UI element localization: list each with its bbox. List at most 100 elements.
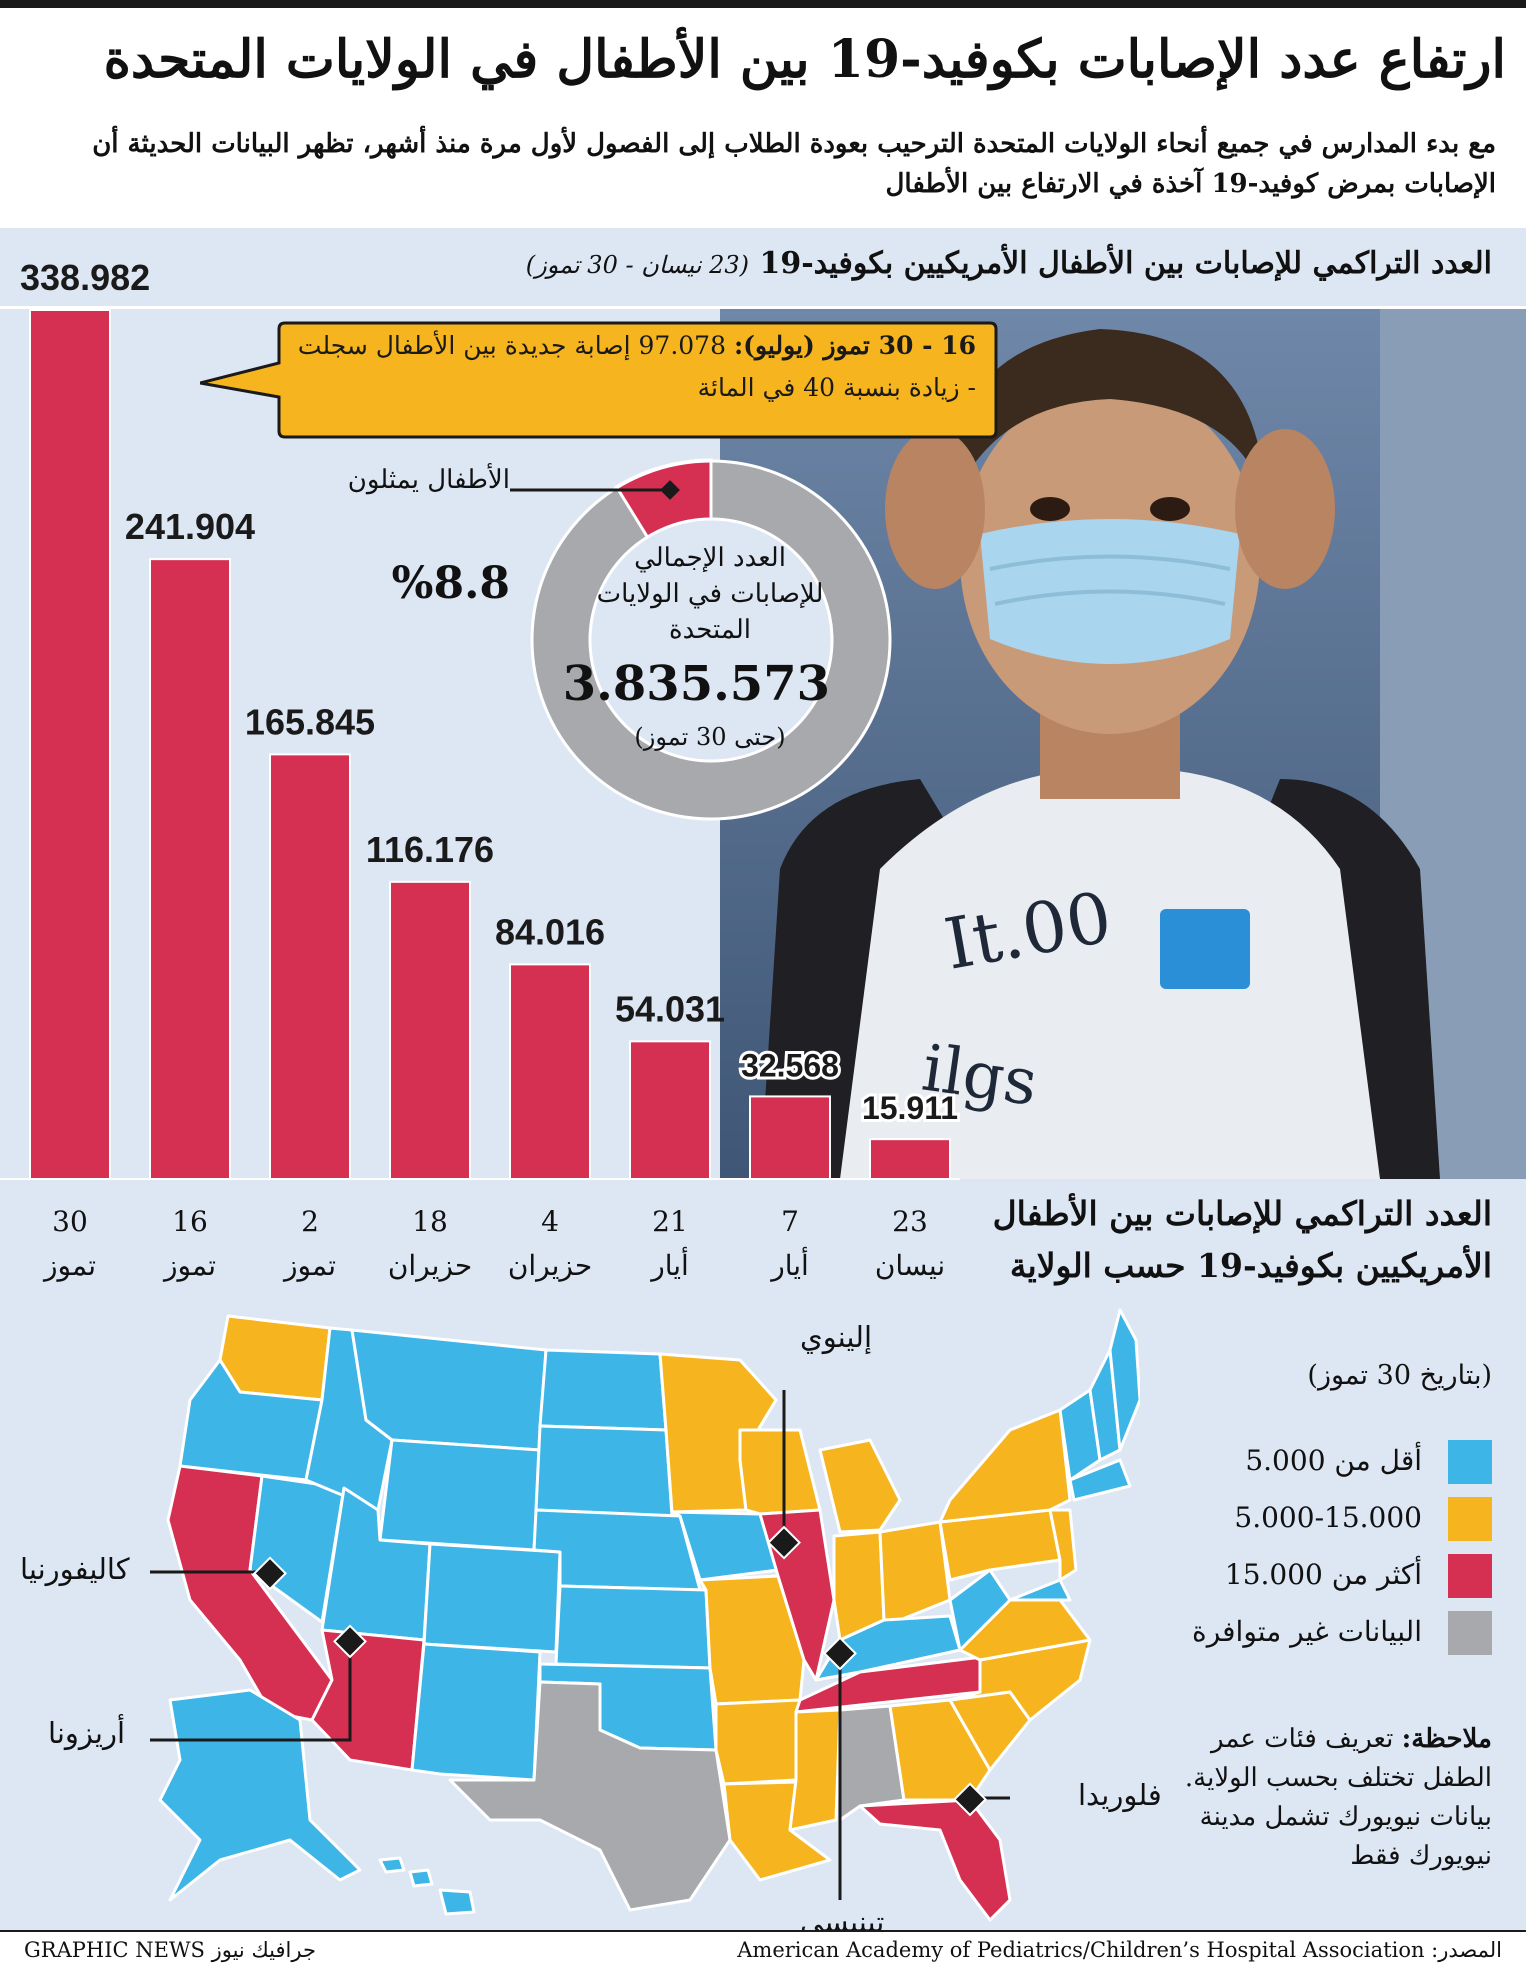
- bar-value-label-6: 32.568: [741, 1047, 839, 1083]
- label-arizona: أريزونا: [48, 1716, 126, 1750]
- state-wisconsin: [738, 1428, 822, 1516]
- callout-text: 16 - 30 تموز (يوليو): 97.078 إصابة جديدة…: [286, 325, 976, 409]
- bar-6: [749, 1095, 831, 1180]
- x-tick-label-5: 21 أيار: [615, 1200, 725, 1288]
- x-tick-label-4: 4 حزيران: [495, 1200, 605, 1288]
- label-florida: فلوريدا: [1078, 1778, 1162, 1812]
- x-tick-line: تموز: [164, 1249, 216, 1282]
- source-label: المصدر:: [1431, 1938, 1502, 1962]
- bar-value-label-5: 54.031: [615, 988, 725, 1029]
- state-north-dakota: [538, 1348, 668, 1432]
- x-tick-label-1: 16 تموز: [135, 1200, 245, 1288]
- x-tick-line: 16: [172, 1205, 208, 1238]
- legend-item-high: أكثر من 15.000: [1112, 1554, 1492, 1598]
- state-texas: [448, 1680, 732, 1912]
- state-arkansas: [714, 1698, 802, 1786]
- state-mississippi: [788, 1708, 842, 1832]
- top-rule: [0, 0, 1526, 8]
- map-title: العدد التراكمي للإصابات بين الأطفال الأم…: [992, 1194, 1492, 1285]
- state-michigan: [818, 1438, 902, 1534]
- map-markers: [253, 1525, 987, 1817]
- state-new-york: [938, 1408, 1072, 1524]
- map-leader-lines: [150, 1390, 1010, 1900]
- x-tick-line: نيسان: [874, 1249, 946, 1282]
- state-kansas: [554, 1584, 712, 1670]
- state-iowa: [670, 1510, 780, 1582]
- state-nebraska: [532, 1508, 702, 1592]
- x-tick-line: 18: [412, 1205, 448, 1238]
- note-text: تعريف فئات عمر الطفل تختلف بحسب الولاية.…: [1184, 1724, 1492, 1871]
- x-tick-line: 2: [301, 1205, 319, 1238]
- donut-date: (حتى 30 تموز): [634, 723, 786, 751]
- state-ohio: [878, 1520, 952, 1622]
- x-tick-label-7: 23 نيسان: [855, 1200, 965, 1288]
- state-maine: [1108, 1308, 1140, 1452]
- state-alaska: [158, 1688, 362, 1902]
- x-tick-line: حزيران: [387, 1249, 473, 1282]
- x-tick-line: حزيران: [507, 1249, 593, 1282]
- x-tick-line: تموز: [284, 1249, 336, 1282]
- donut-total: 3.835.573: [562, 656, 830, 712]
- x-tick-line: 7: [781, 1205, 799, 1238]
- bar-value-label-7: 15.911: [862, 1090, 958, 1126]
- legend-item-na: البيانات غير متوافرة: [1112, 1611, 1492, 1655]
- bar-value-label-4: 84.016: [495, 911, 605, 952]
- x-tick-label-3: 18 حزيران: [375, 1200, 485, 1288]
- footer: المصدر: American Academy of Pediatrics/C…: [0, 1930, 1526, 1975]
- legend-swatch-mid: [1448, 1497, 1492, 1541]
- bar-value-label-0: 338.982: [20, 257, 150, 298]
- bar-7: [869, 1138, 951, 1180]
- x-tick-line: 4: [541, 1205, 559, 1238]
- bar-2: [269, 753, 351, 1180]
- bar-5: [629, 1040, 711, 1180]
- state-hawaii: [378, 1856, 476, 1916]
- state-colorado: [422, 1542, 562, 1654]
- state-south-dakota: [534, 1424, 674, 1518]
- label-illinois: إلينوي: [800, 1320, 873, 1354]
- note-bold: ملاحظة:: [1401, 1724, 1492, 1754]
- legend-label-high: أكثر من 15.000: [1224, 1558, 1422, 1591]
- chart-heading-dates: (23 نيسان - 30 تموز): [525, 251, 750, 279]
- legend-item-low: أقل من 5.000: [1112, 1440, 1492, 1484]
- bar-value-label-3: 116.176: [366, 829, 494, 870]
- bar-value-label-2: 165.845: [245, 701, 375, 742]
- legend-label-mid: 5.000-15.000: [1234, 1501, 1422, 1534]
- kids-leader-line: [510, 480, 680, 500]
- legend-item-mid: 5.000-15.000: [1112, 1497, 1492, 1541]
- bar-0: [29, 309, 111, 1180]
- label-california: كاليفورنيا: [20, 1552, 130, 1586]
- chart-divider: [0, 306, 1526, 309]
- source: المصدر: American Academy of Pediatrics/C…: [737, 1938, 1502, 1962]
- state-wyoming: [378, 1438, 542, 1552]
- x-tick-label-0: 30 تموز: [15, 1200, 125, 1288]
- map-date: (بتاريخ 30 تموز): [1307, 1360, 1492, 1391]
- map-note: ملاحظة: تعريف فئات عمر الطفل تختلف بحسب …: [1162, 1720, 1492, 1876]
- x-tick-line: 21: [652, 1205, 688, 1238]
- chart-heading: العدد التراكمي للإصابات بين الأطفال الأم…: [292, 240, 1492, 289]
- state-new-mexico: [410, 1642, 542, 1782]
- legend-label-na: البيانات غير متوافرة: [1192, 1615, 1422, 1648]
- state-georgia: [888, 1698, 992, 1802]
- state-florida: [858, 1798, 1012, 1922]
- x-tick-label-2: 2 تموز: [255, 1200, 365, 1288]
- source-text: American Academy of Pediatrics/Children’…: [737, 1938, 1425, 1962]
- bar-chart: 338.982 241.904 165.845 116.17684.01654.031…: [0, 257, 960, 1180]
- callout-box: [200, 321, 998, 439]
- bar-3: [389, 880, 471, 1180]
- state-arizona: [310, 1628, 426, 1772]
- brand: جرافيك نيوز GRAPHIC NEWS: [24, 1938, 316, 1962]
- bar-4: [509, 963, 591, 1180]
- bar-value-label-1: 241.904: [125, 506, 255, 547]
- state-maryland: [1008, 1578, 1072, 1602]
- donut-chart: [530, 458, 892, 821]
- x-tick-line: تموز: [44, 1249, 96, 1282]
- x-tick-line: أيار: [651, 1249, 689, 1282]
- donut-center: العدد الإجمالي للإصابات في الولايات المت…: [562, 540, 830, 754]
- page-subtitle: مع بدء المدارس في جميع أنحاء الولايات ال…: [92, 129, 1496, 199]
- boy-photo: It.00 ilgs: [720, 309, 1526, 1179]
- us-map: [150, 1308, 1140, 1922]
- donut-center-label: العدد الإجمالي للإصابات في الولايات المت…: [596, 543, 824, 645]
- x-tick-line: أيار: [771, 1249, 809, 1282]
- kids-percentage: %8.8: [391, 558, 510, 609]
- state-montana: [350, 1328, 548, 1452]
